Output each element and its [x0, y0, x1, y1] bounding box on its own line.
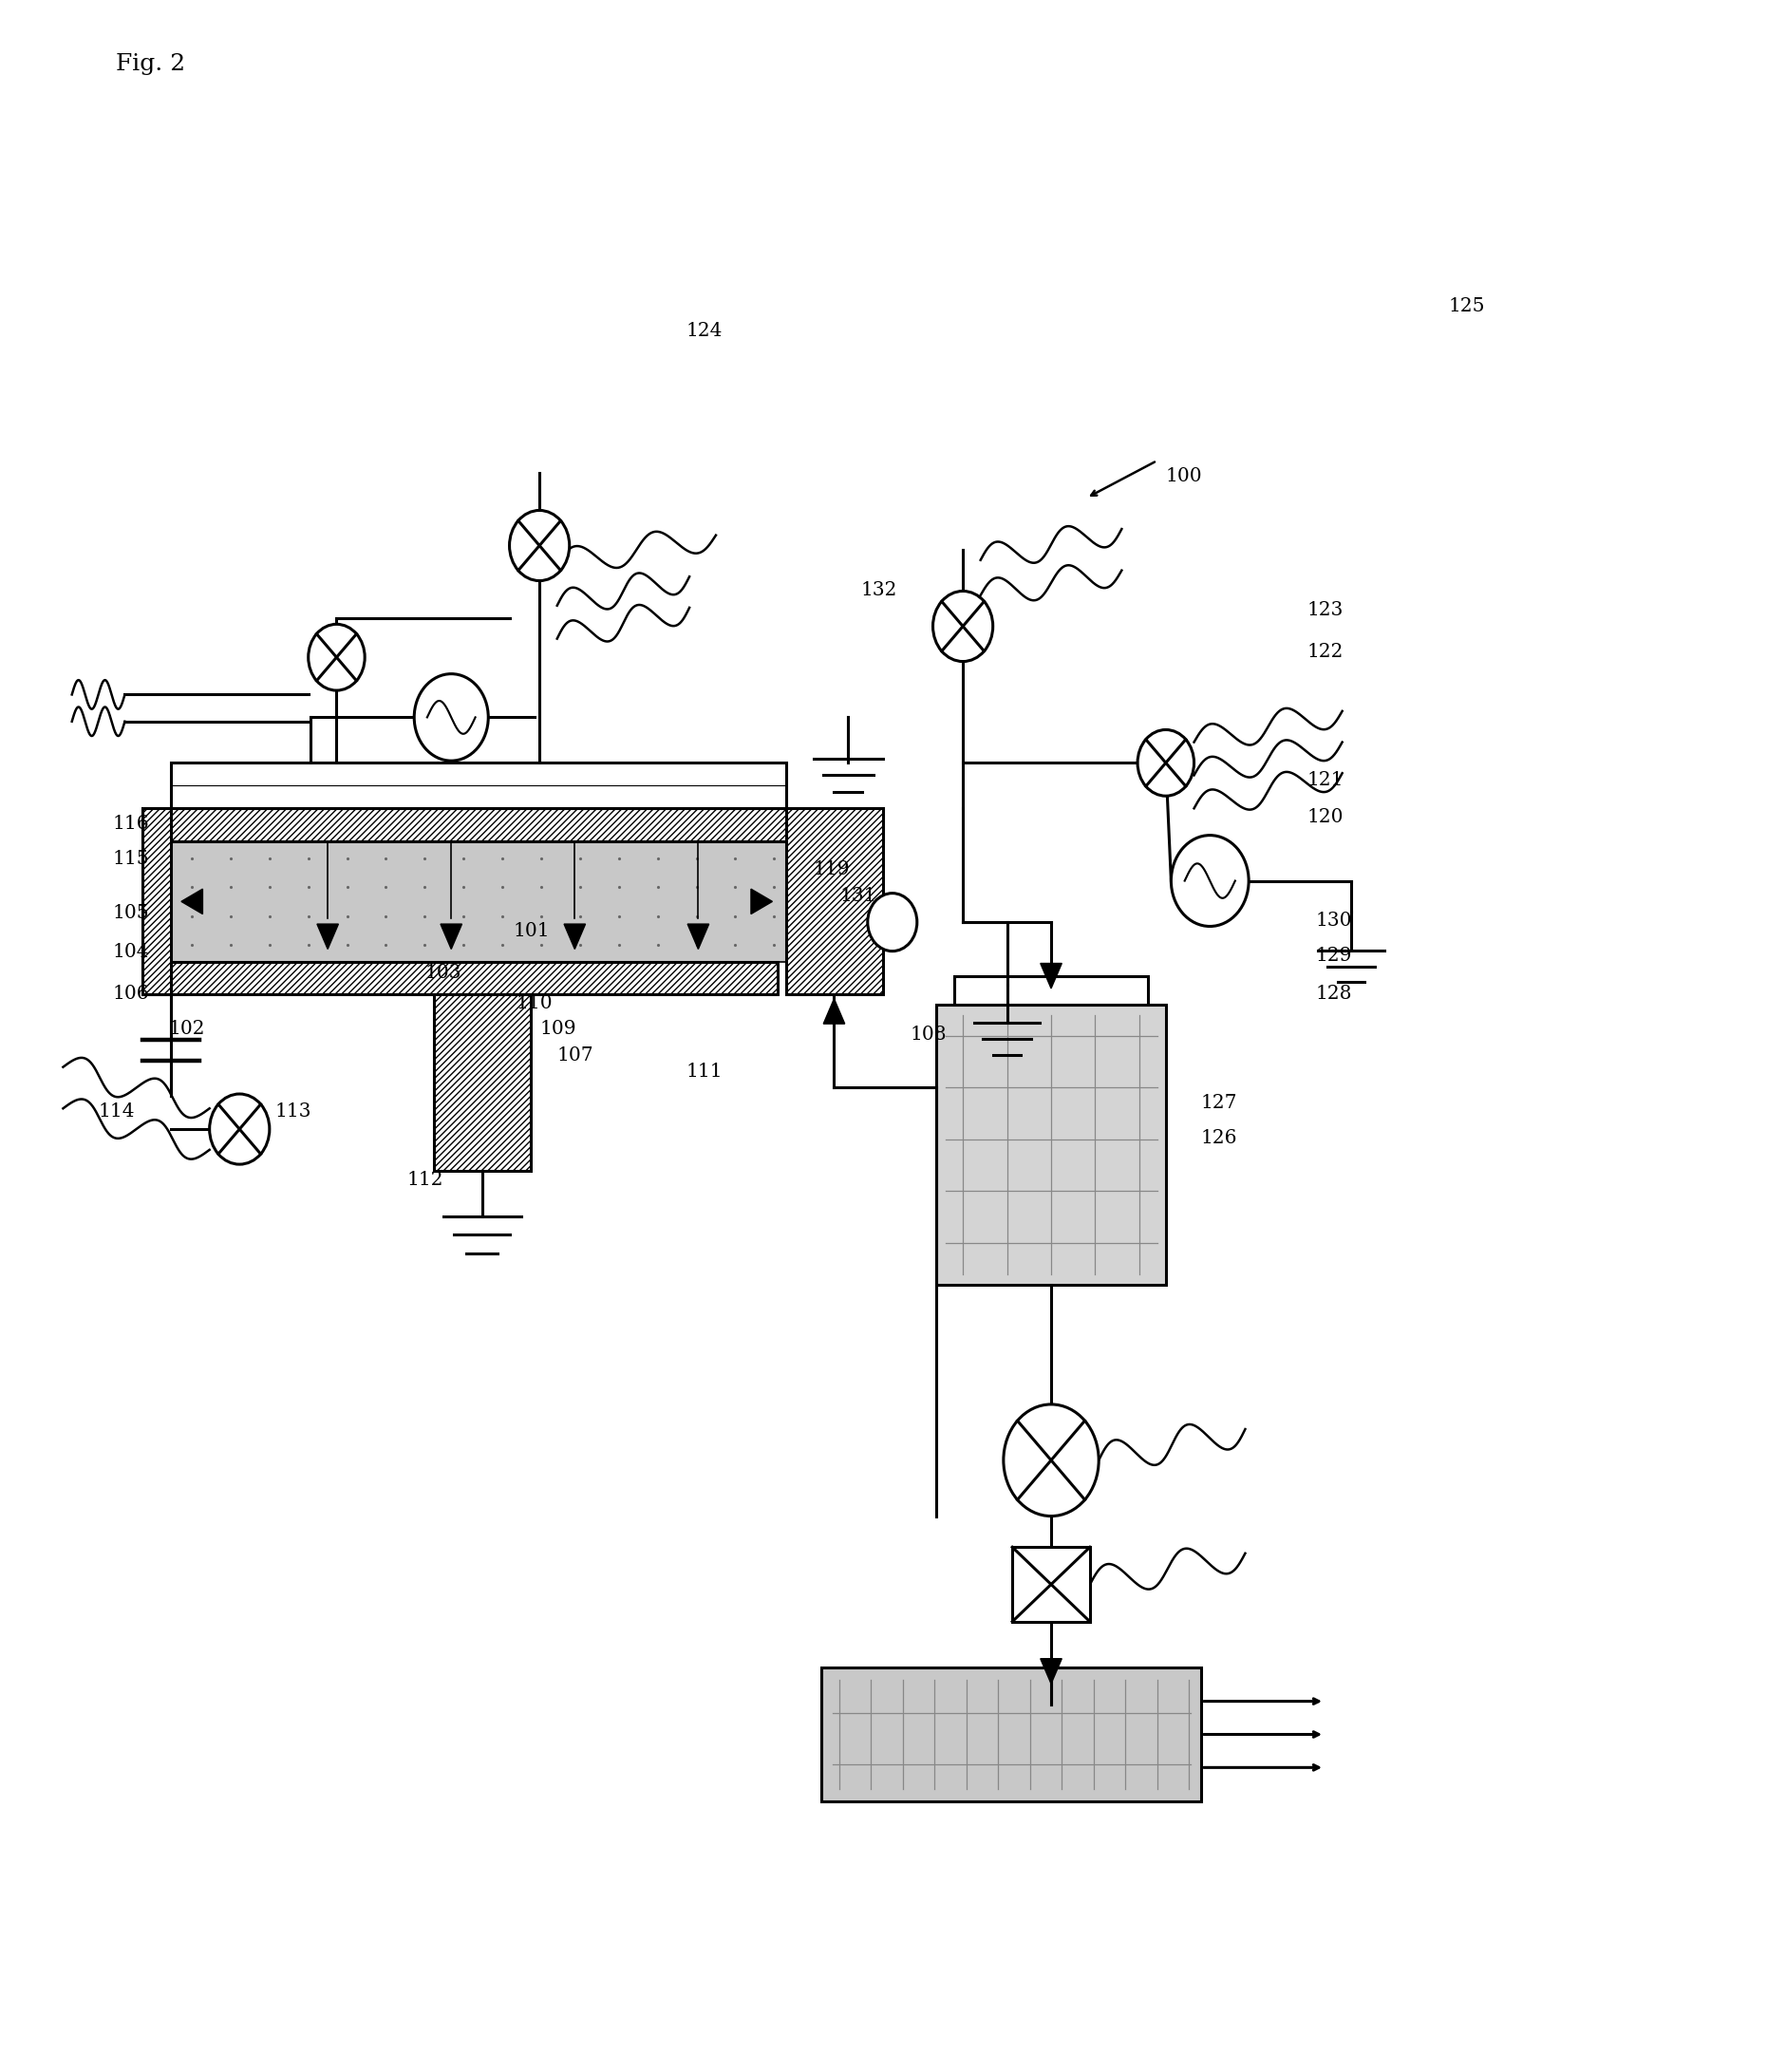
Text: 119: 119 [813, 860, 850, 879]
Text: 123: 123 [1308, 601, 1343, 620]
Circle shape [933, 591, 993, 661]
Text: 100: 100 [1166, 466, 1203, 485]
Text: 105: 105 [113, 903, 148, 922]
Text: 108: 108 [910, 1026, 947, 1044]
Polygon shape [182, 889, 203, 914]
Polygon shape [440, 924, 461, 949]
Text: 110: 110 [516, 995, 553, 1013]
Text: 125: 125 [1449, 296, 1484, 315]
Bar [954, 976, 1149, 1005]
Text: 115: 115 [113, 850, 148, 868]
Bar [171, 762, 786, 808]
Polygon shape [687, 924, 709, 949]
Text: 124: 124 [686, 321, 723, 340]
Polygon shape [1041, 963, 1062, 988]
Circle shape [1004, 1405, 1099, 1517]
Bar [433, 995, 530, 1171]
Bar [822, 1668, 1202, 1803]
Bar [143, 808, 884, 841]
Bar [143, 961, 777, 995]
Circle shape [1172, 835, 1249, 926]
Polygon shape [316, 924, 339, 949]
Text: 102: 102 [170, 1019, 205, 1038]
Text: 116: 116 [113, 814, 148, 833]
Bar [1012, 1548, 1090, 1622]
Text: 131: 131 [839, 887, 876, 905]
Text: Fig. 2: Fig. 2 [117, 54, 186, 75]
Polygon shape [751, 889, 772, 914]
Text: 106: 106 [113, 984, 148, 1003]
Circle shape [509, 510, 569, 580]
Text: 107: 107 [557, 1046, 594, 1065]
Text: 127: 127 [1202, 1094, 1237, 1113]
Bar [937, 1005, 1166, 1285]
Text: 103: 103 [424, 963, 461, 982]
Polygon shape [823, 999, 845, 1024]
Text: 130: 130 [1316, 912, 1352, 930]
Text: 121: 121 [1308, 771, 1343, 789]
Bar [786, 808, 884, 995]
Circle shape [210, 1094, 270, 1164]
Text: 104: 104 [113, 943, 148, 961]
Text: 129: 129 [1316, 947, 1352, 966]
Circle shape [868, 893, 917, 951]
Text: 109: 109 [539, 1019, 576, 1038]
Text: 101: 101 [512, 922, 550, 941]
Text: 112: 112 [406, 1171, 444, 1189]
Text: 114: 114 [99, 1102, 134, 1121]
Bar [143, 808, 171, 995]
Text: 113: 113 [276, 1102, 311, 1121]
Bar [171, 841, 786, 961]
Polygon shape [1041, 1660, 1062, 1685]
Circle shape [1138, 729, 1194, 796]
Polygon shape [564, 924, 585, 949]
Text: 120: 120 [1308, 808, 1343, 827]
Text: 132: 132 [861, 580, 898, 599]
Text: 126: 126 [1202, 1129, 1237, 1148]
Text: 128: 128 [1316, 984, 1352, 1003]
Text: 111: 111 [686, 1063, 723, 1082]
Text: 122: 122 [1308, 642, 1343, 661]
Circle shape [307, 624, 364, 690]
Circle shape [413, 673, 488, 760]
